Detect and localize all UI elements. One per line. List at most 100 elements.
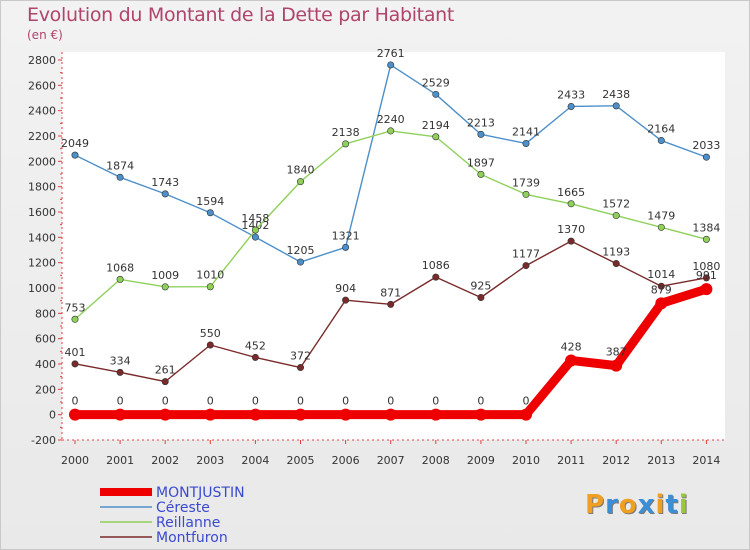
data-point xyxy=(477,293,485,301)
data-label: 0 xyxy=(72,395,79,408)
y-tick-label: 2400 xyxy=(28,105,56,118)
data-point xyxy=(565,354,578,367)
data-point xyxy=(432,90,440,98)
proxiti-logo: Proxiti xyxy=(585,490,689,520)
unit-label: (en €) xyxy=(27,28,63,42)
data-label: 0 xyxy=(432,395,439,408)
data-label: 1572 xyxy=(602,198,630,211)
data-point xyxy=(116,368,124,376)
legend-label: Reillanne xyxy=(156,515,220,531)
data-label: 387 xyxy=(606,346,627,359)
data-point xyxy=(522,262,530,270)
y-tick-label: -200 xyxy=(31,434,56,447)
x-tick-label: 2004 xyxy=(241,454,269,467)
logo-letter: r xyxy=(605,490,619,520)
data-point xyxy=(657,137,665,145)
data-point xyxy=(342,296,350,304)
x-tick-label: 2014 xyxy=(692,454,720,467)
data-point xyxy=(387,127,395,135)
data-label: 334 xyxy=(110,354,131,367)
data-label: 2761 xyxy=(377,47,405,60)
data-point xyxy=(339,408,352,421)
data-point xyxy=(161,190,169,198)
data-label: 1193 xyxy=(602,246,630,259)
data-point xyxy=(657,223,665,231)
x-tick-label: 2007 xyxy=(377,454,405,467)
data-point xyxy=(612,260,620,268)
data-label: 1739 xyxy=(512,176,540,189)
data-label: 550 xyxy=(200,327,221,340)
series-2: 753 1068 1009 1010 1458 1840 2138 2240 2194 1897 1… xyxy=(65,113,720,323)
data-label: 879 xyxy=(651,283,672,296)
data-point xyxy=(249,408,262,421)
data-point xyxy=(116,275,124,283)
data-point xyxy=(432,133,440,141)
data-point xyxy=(251,233,259,241)
data-point xyxy=(206,341,214,349)
data-point xyxy=(251,226,259,234)
data-label: 372 xyxy=(290,350,311,363)
data-point xyxy=(429,408,442,421)
x-tick-label: 2006 xyxy=(332,454,360,467)
data-label: 1370 xyxy=(557,223,585,236)
data-label: 401 xyxy=(65,346,86,359)
data-point xyxy=(387,300,395,308)
data-point xyxy=(296,258,304,266)
data-point xyxy=(387,61,395,69)
data-point xyxy=(522,190,530,198)
data-point xyxy=(567,102,575,110)
data-point xyxy=(342,243,350,251)
series-1: 2049187417431594140212051321276125292213… xyxy=(61,47,720,266)
data-point xyxy=(477,170,485,178)
data-label: 1840 xyxy=(287,164,315,177)
data-point xyxy=(71,360,79,368)
data-label: 991 xyxy=(696,269,717,282)
data-point xyxy=(342,140,350,148)
data-point xyxy=(702,153,710,161)
data-label: 2049 xyxy=(61,137,89,150)
data-label: 0 xyxy=(252,395,259,408)
data-point xyxy=(567,237,575,245)
data-label: 1479 xyxy=(647,209,675,222)
y-tick-label: 2600 xyxy=(28,79,56,92)
data-label: 1594 xyxy=(196,195,224,208)
data-label: 904 xyxy=(335,282,356,295)
logo-letter: t xyxy=(665,490,679,520)
y-tick-label: 2000 xyxy=(28,155,56,168)
legend-label: Céreste xyxy=(156,500,210,516)
data-label: 2194 xyxy=(422,119,450,132)
y-tick-label: 0 xyxy=(49,409,56,422)
y-tick-label: 1000 xyxy=(28,282,56,295)
data-point xyxy=(702,235,710,243)
data-label: 428 xyxy=(561,340,582,353)
y-tick-label: 2800 xyxy=(28,54,56,67)
data-point xyxy=(522,139,530,147)
chart-title: Evolution du Montant de la Dette par Hab… xyxy=(27,4,455,26)
x-tick-label: 2012 xyxy=(602,454,630,467)
logo-letter: o xyxy=(618,490,638,520)
data-label: 2529 xyxy=(422,76,450,89)
x-tick-label: 2000 xyxy=(61,454,89,467)
data-label: 1897 xyxy=(467,156,495,169)
data-label: 2438 xyxy=(602,88,630,101)
data-point xyxy=(71,151,79,159)
data-label: 1010 xyxy=(196,269,224,282)
data-label: 1177 xyxy=(512,248,540,261)
data-point xyxy=(520,408,532,421)
data-point xyxy=(700,283,713,296)
logo-letter: x xyxy=(637,490,656,520)
data-label: 2433 xyxy=(557,88,585,101)
data-point xyxy=(477,130,485,138)
data-label: 871 xyxy=(380,286,401,299)
data-label: 0 xyxy=(297,395,304,408)
data-label: 1068 xyxy=(106,261,134,274)
data-label: 261 xyxy=(155,364,176,377)
data-label: 1080 xyxy=(692,260,720,273)
logo-letter: i xyxy=(678,490,689,520)
data-point xyxy=(71,315,79,323)
logo-letter: P xyxy=(585,490,606,520)
y-tick-label: 200 xyxy=(35,383,56,396)
y-tick-label: 2200 xyxy=(28,130,56,143)
data-label: 2141 xyxy=(512,125,540,138)
data-point xyxy=(612,212,620,220)
